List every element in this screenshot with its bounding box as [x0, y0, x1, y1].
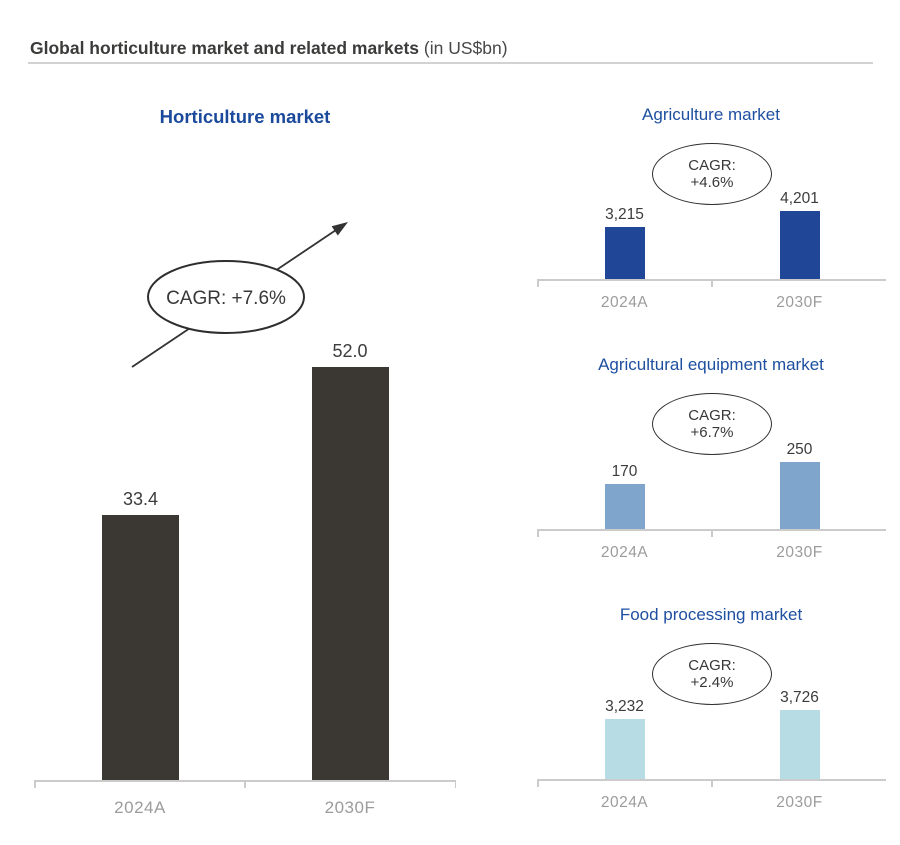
cagr-value: +4.6% — [690, 174, 734, 191]
axis-tick — [454, 780, 456, 788]
bar-2024a — [102, 514, 179, 780]
chart-title: Food processing market — [619, 605, 803, 624]
axis-tick — [537, 279, 539, 287]
x-axis-label-2024a: 2024A — [600, 544, 649, 561]
cagr-ellipse: CAGR: +2.4% — [652, 643, 772, 705]
value-label-2030f: 3,726 — [780, 689, 819, 706]
chart-title: Agriculture market — [642, 105, 780, 124]
trend-arrow-head-icon — [331, 222, 348, 236]
header-divider — [28, 62, 873, 64]
food-processing-market-chart: Food processing market CAGR: +2.4% 3,232… — [511, 595, 900, 845]
page-title-unit: (in US$bn) — [419, 37, 508, 58]
value-label-2030f: 52.0 — [332, 341, 368, 361]
x-axis-label-2024a: 2024A — [600, 294, 649, 311]
bar-2030f — [311, 367, 389, 780]
agricultural-equipment-market-chart: Agricultural equipment market CAGR: +6.7… — [511, 345, 900, 595]
cagr-ellipse: CAGR: +6.7% — [652, 393, 772, 455]
chart-title: Horticulture market — [159, 106, 331, 127]
value-label-2030f: 250 — [786, 441, 813, 458]
cagr-label: CAGR: — [688, 157, 736, 174]
bar-2030f — [779, 462, 820, 530]
bar-2030f — [779, 211, 820, 280]
cagr-value: +2.4% — [690, 674, 734, 691]
value-label-2024a: 170 — [611, 462, 638, 480]
trend-arrow-annotation: CAGR: +7.6% — [131, 222, 348, 368]
bar-2024a — [604, 483, 645, 530]
x-axis-label-2030f: 2030F — [776, 294, 823, 311]
chart-title: Agricultural equipment market — [598, 355, 824, 374]
value-label-2024a: 33.4 — [122, 488, 159, 509]
x-axis-label-2030f: 2030F — [324, 798, 376, 817]
axis-tick — [537, 779, 539, 787]
axis-tick — [537, 529, 539, 537]
horticulture-market-chart: Horticulture market CAGR: +7.6% 33.4 52.… — [0, 90, 490, 830]
axis-tick — [34, 780, 36, 788]
axis-tick — [244, 780, 246, 788]
bar-2024a — [604, 719, 645, 780]
page-title-main: Global horticulture market and related m… — [30, 37, 420, 58]
axis-tick — [711, 529, 713, 537]
cagr-label: CAGR: — [688, 407, 736, 424]
x-axis-label-2030f: 2030F — [776, 544, 823, 561]
page-title: Global horticulture market and related m… — [30, 38, 508, 59]
x-axis-label-2030f: 2030F — [776, 794, 823, 811]
x-axis-label-2024a: 2024A — [600, 794, 649, 811]
cagr-label: CAGR: — [688, 657, 736, 674]
value-label-2024a: 3,215 — [605, 206, 644, 224]
bar-2030f — [779, 710, 820, 780]
agriculture-market-chart: Agriculture market CAGR: +4.6% 3,215 4,2… — [511, 95, 900, 345]
bar-2024a — [604, 227, 645, 280]
axis-tick — [711, 779, 713, 787]
x-axis-label-2024a: 2024A — [114, 798, 166, 817]
value-label-2030f: 4,201 — [780, 190, 819, 207]
value-label-2024a: 3,232 — [605, 698, 644, 716]
cagr-ellipse: CAGR: +4.6% — [652, 143, 772, 205]
axis-tick — [711, 279, 713, 287]
cagr-value: +6.7% — [690, 424, 734, 441]
cagr-ellipse — [147, 260, 305, 334]
cagr-label: CAGR: +7.6% — [166, 288, 286, 309]
